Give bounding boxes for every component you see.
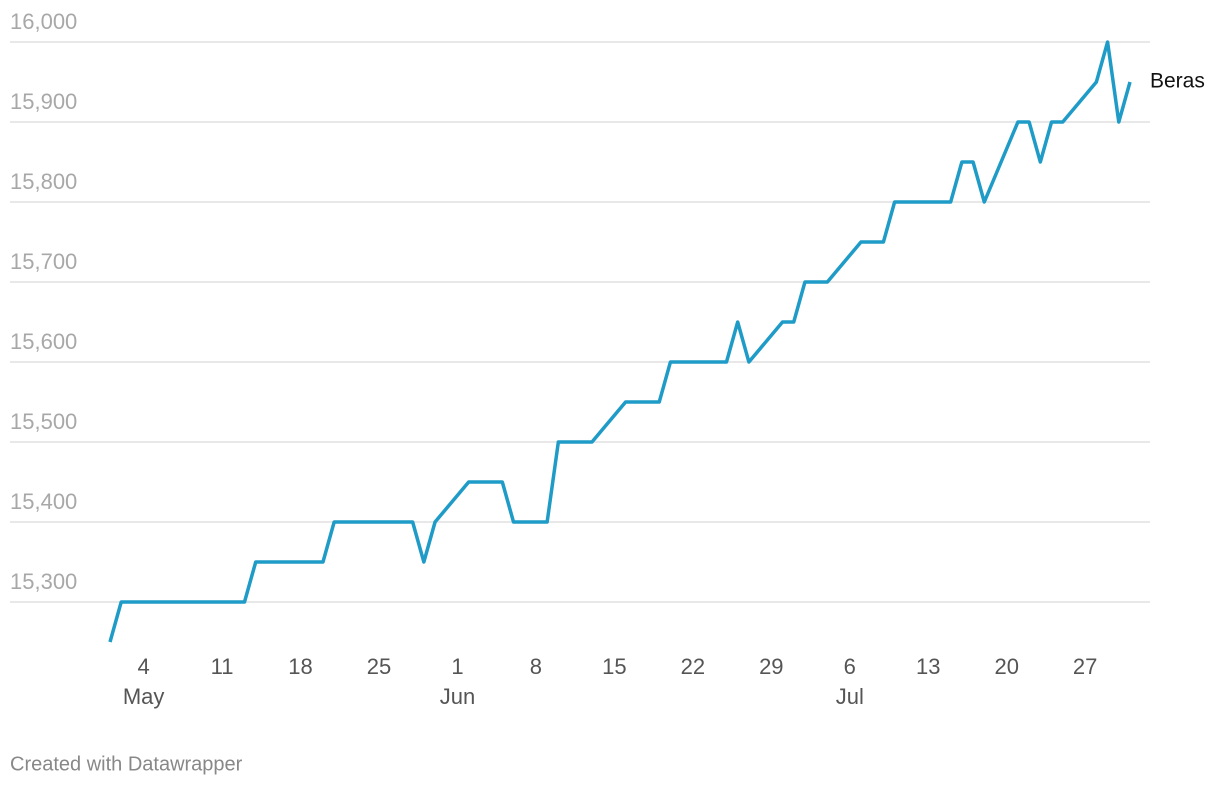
x-month-label: Jul [836,684,864,709]
x-tick-label: 22 [681,654,705,679]
x-tick-label: 8 [530,654,542,679]
x-month-label: Jun [440,684,475,709]
y-tick-label: 15,900 [10,89,77,114]
x-tick-label: 11 [211,654,234,679]
series-line [108,40,1132,643]
x-tick-label: 29 [759,654,783,679]
y-tick-label: 15,800 [10,169,77,194]
x-month-label: May [123,684,165,709]
y-tick-label: 15,500 [10,409,77,434]
credit: Created with Datawrapper [10,753,243,775]
y-tick-label: 15,700 [10,249,77,274]
x-tick-label: 20 [994,654,1018,679]
x-tick-label: 18 [288,654,312,679]
x-tick-label: 1 [451,654,463,679]
x-tick-label: 27 [1073,654,1097,679]
y-tick-label: 16,000 [10,9,77,34]
x-tick-label: 6 [844,654,856,679]
x-tick-label: 13 [916,654,940,679]
series-label: Beras [1150,70,1205,93]
x-tick-label: 15 [602,654,626,679]
y-tick-label: 15,300 [10,569,77,594]
y-tick-label: 15,400 [10,489,77,514]
x-tick-label: 25 [367,654,391,679]
y-tick-label: 15,600 [10,329,77,354]
x-tick-label: 4 [138,654,150,679]
